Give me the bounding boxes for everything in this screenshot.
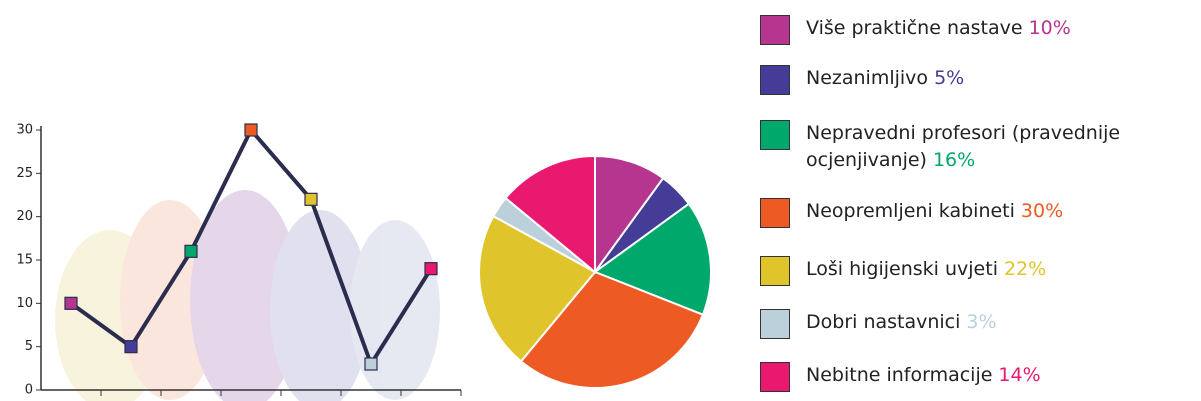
legend-item: Dobri nastavnici 3% (760, 309, 1201, 339)
value-label: 16% (932, 149, 976, 171)
point (424, 262, 438, 276)
legend-swatch (760, 65, 790, 95)
legend-swatch (760, 256, 790, 286)
legend-text: Neopremljeni kabineti 30% (806, 198, 1201, 225)
pie-slice (594, 154, 665, 276)
legend-label: Loši higijenski uvjeti (806, 258, 998, 280)
y-tick-label: 20 (16, 209, 33, 224)
value-label: 3% (966, 311, 997, 333)
value-label: 22% (1003, 258, 1047, 280)
legend-item: Nebitne informacije 14% (760, 362, 1201, 392)
legend-label: Nepravedni profesori (pravednije ocjenji… (806, 122, 1121, 171)
value-label: 5% (934, 67, 965, 89)
legend-text: Dobri nastavnici 3% (806, 309, 1201, 336)
legend-label: Dobri nastavnici (806, 311, 961, 333)
background-silhouettes (55, 190, 440, 401)
pie-slice (504, 154, 596, 275)
value-label: 10% (1028, 17, 1071, 39)
legend-item: Nepravedni profesori (pravednije ocjenji… (760, 120, 1201, 174)
pie-slice (478, 214, 597, 363)
value-label: 30% (1020, 200, 1064, 222)
y-tick-label: 0 (25, 383, 33, 398)
legend-text: Više praktične nastave 10% (806, 15, 1201, 42)
legend-label: Neopremljeni kabineti (806, 200, 1015, 222)
y-tick-label: 30 (16, 123, 33, 138)
legend-item: Nezanimljivo 5% (760, 65, 1201, 95)
pie-slice (519, 270, 705, 389)
y-tick-label: 10 (16, 296, 33, 311)
point (364, 357, 378, 371)
y-tick-label: 5 (25, 339, 33, 354)
y-tick-label: 15 (16, 253, 33, 268)
legend-text: Loši higijenski uvjeti 22% (806, 256, 1201, 283)
legend-swatch (760, 309, 790, 339)
y-tick-label: 25 (16, 166, 33, 181)
point (304, 192, 318, 206)
legend-text: Nepravedni profesori (pravednije ocjenji… (806, 120, 1201, 174)
legend-text: Nebitne informacije 14% (806, 362, 1201, 389)
legend-swatch (760, 15, 790, 45)
legend-label: Nebitne informacije (806, 364, 993, 386)
legend-swatch (760, 120, 790, 150)
legend-label: Nezanimljivo (806, 67, 929, 89)
legend-item: Neopremljeni kabineti 30% (760, 198, 1201, 228)
point (64, 296, 78, 310)
pie-slice (592, 202, 712, 317)
legend-item: Više praktične nastave 10% (760, 15, 1201, 45)
legend-label: Više praktične nastave (806, 17, 1023, 39)
point (244, 123, 258, 137)
legend-text: Nezanimljivo 5% (806, 65, 1201, 92)
legend-item: Loši higijenski uvjeti 22% (760, 256, 1201, 286)
value-label: 14% (998, 364, 1041, 386)
point (124, 340, 138, 354)
point (184, 244, 198, 258)
legend-swatch (760, 198, 790, 228)
legend-swatch (760, 362, 790, 392)
